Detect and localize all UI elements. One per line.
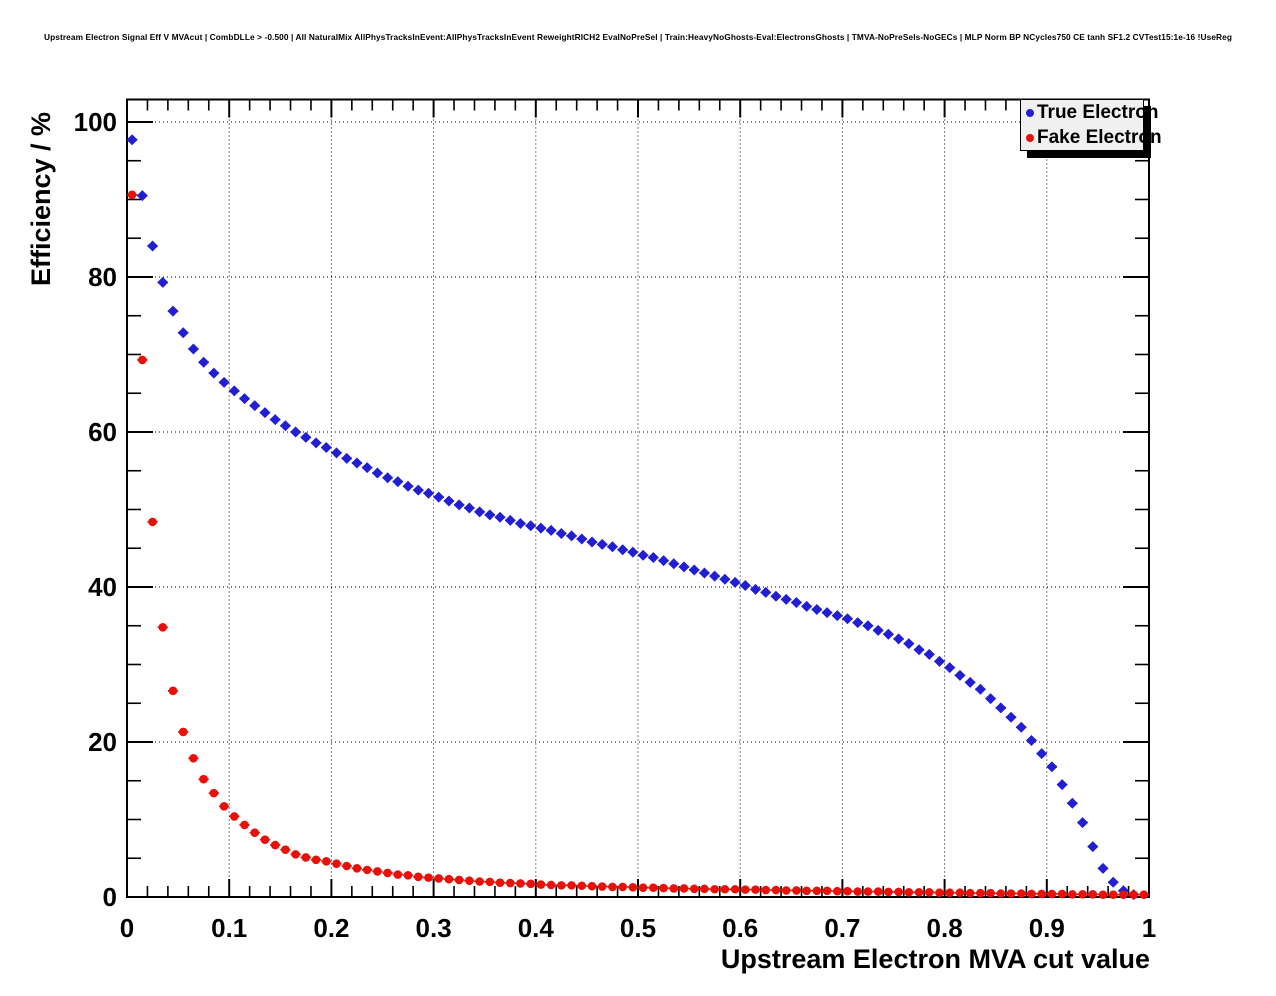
legend-item-true-electron: True Electron [1021,100,1158,125]
svg-text:0.5: 0.5 [620,913,656,943]
axis-ticks [126,99,1150,898]
svg-text:20: 20 [88,727,117,757]
svg-text:0: 0 [120,913,134,943]
svg-text:0.8: 0.8 [927,913,963,943]
svg-text:40: 40 [88,572,117,602]
svg-text:0.3: 0.3 [416,913,452,943]
fake-electron-marker-icon [1026,133,1034,142]
plot-title: Upstream Electron Signal Eff V MVAcut | … [43,32,1233,42]
legend-label-true-electron: True Electron [1037,102,1159,123]
series-fake-electron [127,190,1149,899]
svg-text:80: 80 [88,262,117,292]
svg-text:0: 0 [103,882,117,912]
plot-frame [126,98,1150,898]
svg-text:0.6: 0.6 [722,913,758,943]
svg-text:0.9: 0.9 [1029,913,1065,943]
legend-label-fake-electron: Fake Electron [1037,127,1162,148]
svg-text:0.7: 0.7 [824,913,860,943]
x-axis-title: Upstream Electron MVA cut value [720,944,1150,974]
y-tick-labels: 0 20 40 60 80 100 [74,107,117,912]
svg-text:0.1: 0.1 [211,913,247,943]
legend: True Electron Fake Electron [1020,99,1162,151]
svg-text:1: 1 [1142,913,1156,943]
y-axis-title: Efficiency / % [26,111,56,286]
series-true-electron [126,134,1140,901]
grid-lines [127,99,1149,897]
legend-item-fake-electron: Fake Electron [1021,125,1162,150]
svg-text:0.2: 0.2 [313,913,349,943]
svg-text:0.4: 0.4 [518,913,555,943]
svg-text:60: 60 [88,417,117,447]
svg-text:100: 100 [74,107,117,137]
true-electron-marker-icon [1026,108,1034,117]
x-tick-labels: 0 0.1 0.2 0.3 0.4 0.5 0.6 0.7 0.8 0.9 1 [120,913,1156,943]
